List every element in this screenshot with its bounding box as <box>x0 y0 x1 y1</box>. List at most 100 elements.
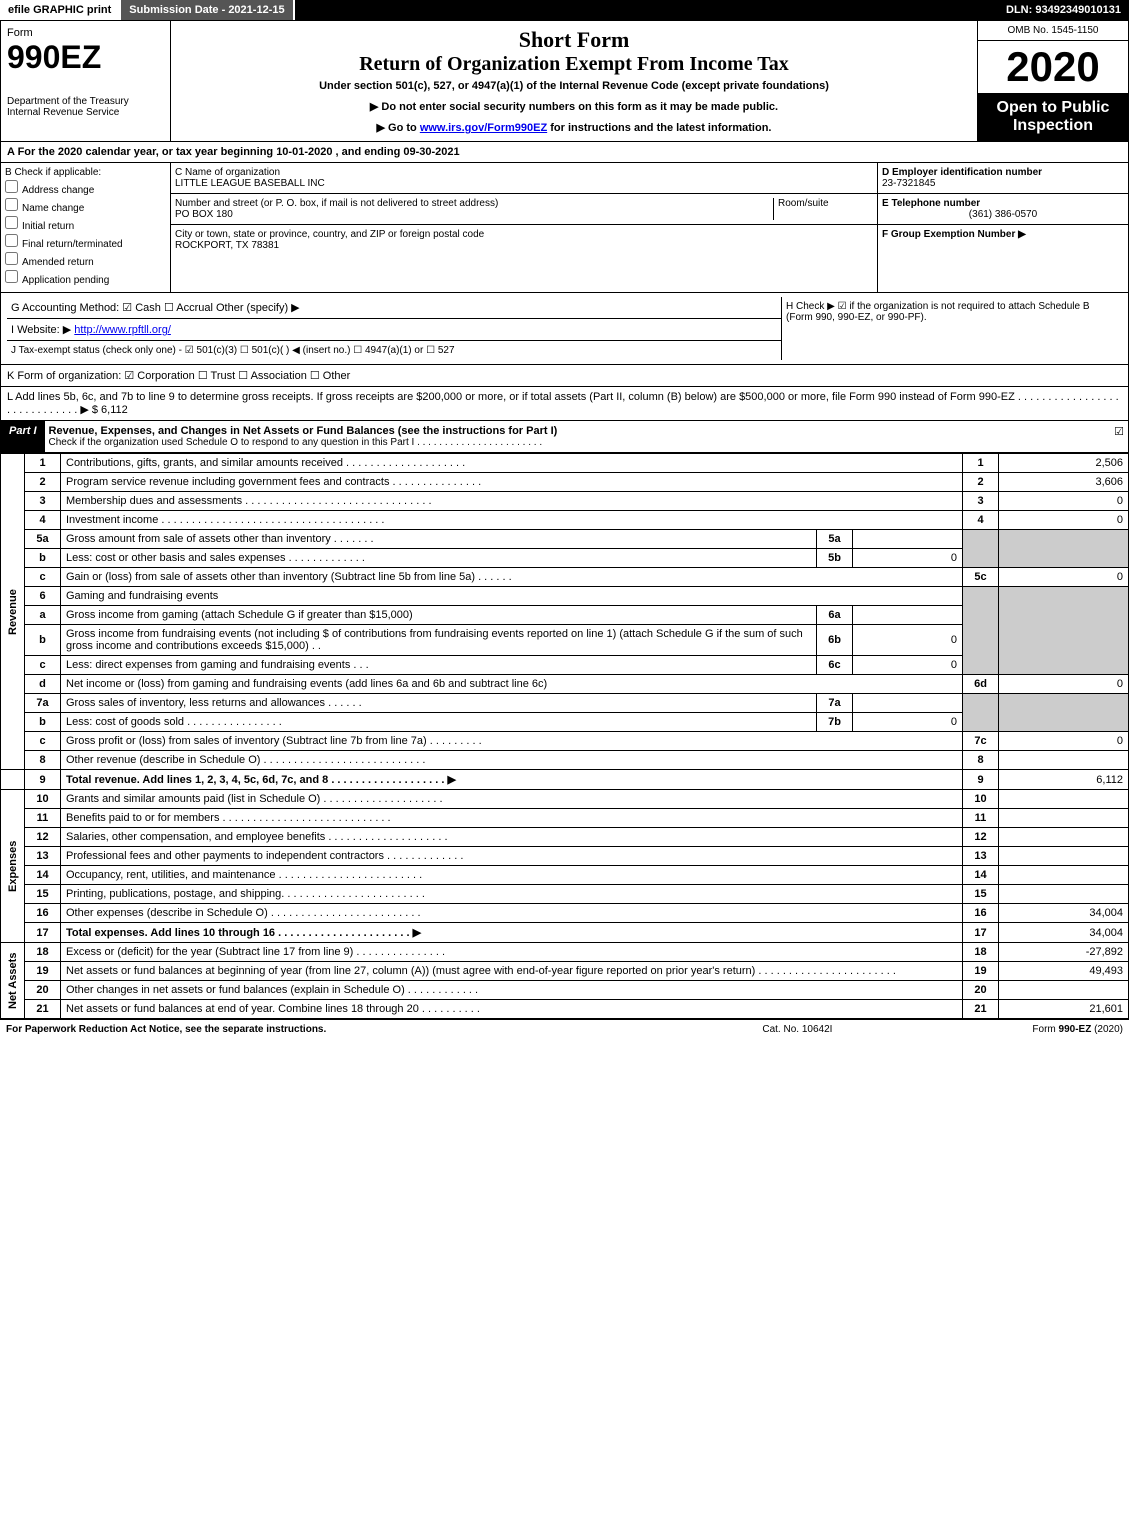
check-application-pending[interactable]: Application pending <box>5 270 166 286</box>
row-17-val: 34,004 <box>999 923 1129 943</box>
row-19-num: 19 <box>25 962 61 981</box>
row-13-num: 13 <box>25 847 61 866</box>
irs-label: Internal Revenue Service <box>7 107 164 118</box>
row-7b-subval: 0 <box>853 713 963 732</box>
row-1-num: 1 <box>25 454 61 473</box>
row-16-num: 16 <box>25 904 61 923</box>
part-1-check[interactable]: ☑ <box>1088 421 1128 452</box>
row-7b-text: Less: cost of goods sold . . . . . . . .… <box>61 713 817 732</box>
part-1-subtitle: Check if the organization used Schedule … <box>49 437 1084 448</box>
line-i-label: I Website: ▶ <box>11 324 71 336</box>
row-14-text: Occupancy, rent, utilities, and maintena… <box>61 866 963 885</box>
check-address-change[interactable]: Address change <box>5 180 166 196</box>
irs-link[interactable]: www.irs.gov/Form990EZ <box>420 122 547 134</box>
side-revenue: Revenue <box>1 454 25 770</box>
row-6a-sub: 6a <box>817 606 853 625</box>
row-9-val: 6,112 <box>999 770 1129 790</box>
tax-year: 2020 <box>978 41 1128 93</box>
row-7b-num: b <box>25 713 61 732</box>
row-11-ref: 11 <box>963 809 999 828</box>
footer-left: For Paperwork Reduction Act Notice, see … <box>6 1024 326 1035</box>
row-6b-sub: 6b <box>817 625 853 656</box>
line-l-gross-receipts: L Add lines 5b, 6c, and 7b to line 9 to … <box>0 387 1129 421</box>
form-number: 990EZ <box>7 39 164 76</box>
under-section-note: Under section 501(c), 527, or 4947(a)(1)… <box>177 80 971 92</box>
side-expenses: Expenses <box>1 790 25 943</box>
row-20-val <box>999 981 1129 1000</box>
row-1-ref: 1 <box>963 454 999 473</box>
row-10-num: 10 <box>25 790 61 809</box>
form-header: Form 990EZ Department of the Treasury In… <box>0 20 1129 142</box>
row-7ab-grey <box>963 694 999 732</box>
row-13-ref: 13 <box>963 847 999 866</box>
row-4-ref: 4 <box>963 511 999 530</box>
phone-label: E Telephone number <box>882 198 980 209</box>
section-d-e-f: D Employer identification number 23-7321… <box>878 163 1128 292</box>
row-19-ref: 19 <box>963 962 999 981</box>
check-amended-return[interactable]: Amended return <box>5 252 166 268</box>
row-20-text: Other changes in net assets or fund bala… <box>61 981 963 1000</box>
row-10-val <box>999 790 1129 809</box>
row-16-val: 34,004 <box>999 904 1129 923</box>
row-6a-num: a <box>25 606 61 625</box>
row-11-num: 11 <box>25 809 61 828</box>
part-1-table: Revenue 1 Contributions, gifts, grants, … <box>0 453 1129 1019</box>
part-1-title: Revenue, Expenses, and Changes in Net As… <box>49 425 1084 437</box>
row-4-val: 0 <box>999 511 1129 530</box>
website-link[interactable]: http://www.rpftll.org/ <box>74 324 171 336</box>
footer-right: Form 990-EZ (2020) <box>1032 1024 1123 1035</box>
row-5a-text: Gross amount from sale of assets other t… <box>61 530 817 549</box>
group-exempt-label: F Group Exemption Number ▶ <box>882 229 1026 240</box>
row-3-text: Membership dues and assessments . . . . … <box>61 492 963 511</box>
row-5c-num: c <box>25 568 61 587</box>
row-17-ref: 17 <box>963 923 999 943</box>
check-final-return[interactable]: Final return/terminated <box>5 234 166 250</box>
section-c-org: C Name of organization LITTLE LEAGUE BAS… <box>171 163 878 292</box>
row-7a-sub: 7a <box>817 694 853 713</box>
open-to-public: Open to Public Inspection <box>978 93 1128 141</box>
row-16-text: Other expenses (describe in Schedule O) … <box>61 904 963 923</box>
row-4-num: 4 <box>25 511 61 530</box>
row-7b-sub: 7b <box>817 713 853 732</box>
row-12-num: 12 <box>25 828 61 847</box>
row-6c-sub: 6c <box>817 656 853 675</box>
row-21-val: 21,601 <box>999 1000 1129 1019</box>
row-6b-text: Gross income from fundraising events (no… <box>61 625 817 656</box>
goto-note: ▶ Go to www.irs.gov/Form990EZ for instru… <box>177 121 971 134</box>
row-3-val: 0 <box>999 492 1129 511</box>
row-21-text: Net assets or fund balances at end of ye… <box>61 1000 963 1019</box>
check-name-change[interactable]: Name change <box>5 198 166 214</box>
row-3-num: 3 <box>25 492 61 511</box>
row-19-val: 49,493 <box>999 962 1129 981</box>
row-6b-subval: 0 <box>853 625 963 656</box>
row-6c-num: c <box>25 656 61 675</box>
row-16-ref: 16 <box>963 904 999 923</box>
row-6d-text: Net income or (loss) from gaming and fun… <box>61 675 963 694</box>
row-5c-ref: 5c <box>963 568 999 587</box>
row-7ab-greyval <box>999 694 1129 732</box>
row-18-text: Excess or (deficit) for the year (Subtra… <box>61 943 963 962</box>
phone-value: (361) 386-0570 <box>882 209 1124 220</box>
row-5a-num: 5a <box>25 530 61 549</box>
row-6b-num: b <box>25 625 61 656</box>
row-7a-subval <box>853 694 963 713</box>
row-7a-num: 7a <box>25 694 61 713</box>
row-18-val: -27,892 <box>999 943 1129 962</box>
dln-number: DLN: 93492349010131 <box>998 0 1129 20</box>
title-return: Return of Organization Exempt From Incom… <box>177 53 971 76</box>
part-1-label: Part I <box>1 421 45 452</box>
row-7c-text: Gross profit or (loss) from sales of inv… <box>61 732 963 751</box>
top-bar: efile GRAPHIC print Submission Date - 20… <box>0 0 1129 20</box>
submission-date: Submission Date - 2021-12-15 <box>121 0 294 20</box>
efile-label[interactable]: efile GRAPHIC print <box>0 0 121 20</box>
identification-block: B Check if applicable: Address change Na… <box>0 163 1129 293</box>
row-6d-num: d <box>25 675 61 694</box>
row-6c-text: Less: direct expenses from gaming and fu… <box>61 656 817 675</box>
check-initial-return[interactable]: Initial return <box>5 216 166 232</box>
line-a-tax-year: A For the 2020 calendar year, or tax yea… <box>0 142 1129 163</box>
row-5b-sub: 5b <box>817 549 853 568</box>
row-15-num: 15 <box>25 885 61 904</box>
row-18-num: 18 <box>25 943 61 962</box>
row-4-text: Investment income . . . . . . . . . . . … <box>61 511 963 530</box>
footer-mid: Cat. No. 10642I <box>762 1024 832 1035</box>
